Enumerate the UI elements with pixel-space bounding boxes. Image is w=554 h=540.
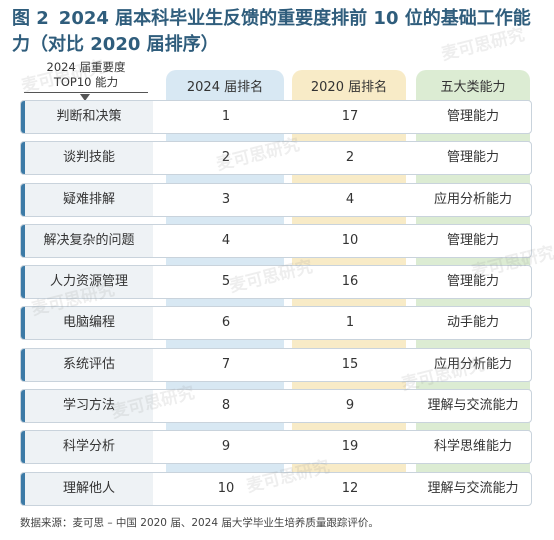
ability-category: 管理能力 [446,150,499,166]
table-row: 电脑编程 6 1 动手能力 [20,306,532,341]
rank-2020: 4 [345,191,355,207]
skill-name: 系统评估 [21,348,153,381]
table-row: 理解他人 10 12 理解与交流能力 [20,471,532,506]
rank-2020: 1 [345,315,355,331]
rank-2024: 5 [221,274,231,290]
skill-name: 疑难排解 [21,183,153,216]
skill-name: 理解他人 [21,472,153,505]
caret-down-icon [80,94,90,101]
rank-2024: 4 [221,232,231,248]
ability-category: 动手能力 [446,315,499,331]
rank-2020: 19 [341,439,359,455]
column-header-category: 五大类能力 [440,80,506,95]
table-row: 谈判技能 2 2 管理能力 [20,141,532,176]
skill-name: 学习方法 [21,390,153,423]
rank-2020: 2 [345,150,355,166]
rank-2024: 2 [221,150,231,166]
rank-2024: 1 [221,109,231,124]
table-row: 疑难排解 3 4 应用分析能力 [20,182,532,217]
rank-2024: 3 [221,191,231,207]
rank-2020: 15 [341,356,359,372]
rank-2024: 9 [221,439,231,455]
ability-category: 理解与交流能力 [427,480,519,496]
data-source-note: 数据来源：麦可思 – 中国 2020 届、2024 届大学毕业生培养质量跟踪评价… [20,517,379,529]
rank-2024: 8 [221,398,231,414]
row-header-line2: TOP10 能力 [53,75,119,89]
figure-title: 图 2 2024 届本科毕业生反馈的重要度排前 10 位的基础工作能力（对比 20… [12,6,542,58]
ability-category: 理解与交流能力 [427,398,519,414]
ability-category: 管理能力 [446,232,499,248]
figure-title-text: 2024 届本科毕业生反馈的重要度排前 10 位的基础工作能力（对比 2020 … [12,8,531,55]
rank-2020: 10 [341,232,359,248]
ability-category: 应用分析能力 [433,191,512,207]
ability-category: 管理能力 [446,109,499,124]
table-row: 人力资源管理 5 16 管理能力 [20,265,532,300]
skill-name: 电脑编程 [21,307,153,340]
rank-2020: 17 [341,109,359,124]
ability-category: 应用分析能力 [433,356,512,372]
skill-name: 解决复杂的问题 [21,224,153,257]
table-row: 学习方法 8 9 理解与交流能力 [20,389,532,424]
ability-category: 管理能力 [446,274,499,290]
row-header-divider [24,92,148,93]
rank-2020: 16 [341,274,359,290]
ranking-table: 判断和决策 1 17 管理能力 谈判技能 2 2 管理能力 疑难排解 3 4 应… [20,100,532,513]
table-row: 判断和决策 1 17 管理能力 [20,100,532,134]
skill-name: 人力资源管理 [21,266,153,299]
rank-2020: 9 [345,398,355,414]
rank-2024: 10 [217,480,235,496]
row-header-line1: 2024 届重要度 [46,60,126,74]
row-header-label: 2024 届重要度 TOP10 能力 [22,60,150,90]
column-header-2024: 2024 届排名 [186,80,264,95]
rank-2024: 6 [221,315,231,331]
skill-name: 判断和决策 [21,101,153,133]
skill-name: 科学分析 [21,431,153,464]
table-row: 系统评估 7 15 应用分析能力 [20,347,532,382]
skill-name: 谈判技能 [21,142,153,175]
ability-category: 科学思维能力 [433,439,512,455]
table-row: 解决复杂的问题 4 10 管理能力 [20,223,532,258]
figure-number: 图 2 [12,8,49,29]
column-header-2020: 2020 届排名 [310,80,388,95]
table-row: 科学分析 9 19 科学思维能力 [20,430,532,465]
rank-2020: 12 [341,480,359,496]
rank-2024: 7 [221,356,231,372]
